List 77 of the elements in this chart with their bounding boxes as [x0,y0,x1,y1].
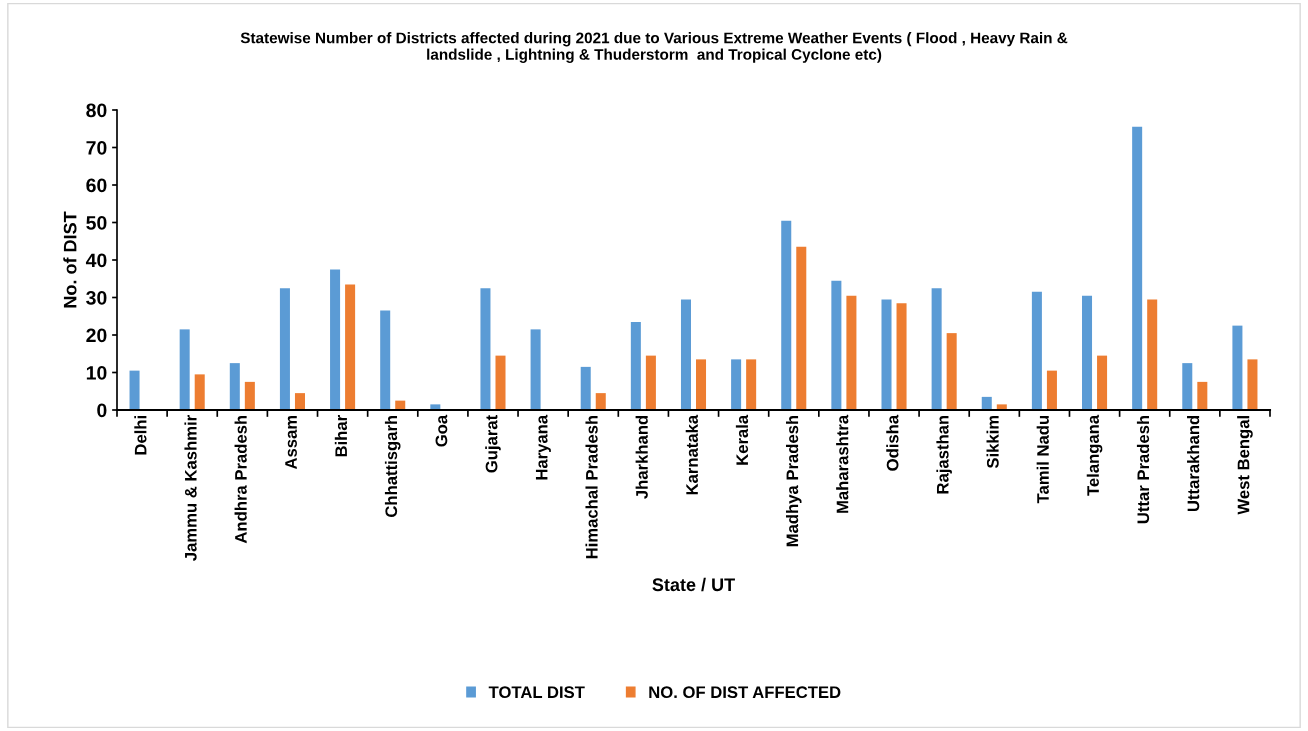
bar [680,299,691,410]
bar [480,288,491,410]
x-axis-title: State / UT [652,577,735,592]
bar [1046,370,1057,410]
y-tick-label: 20 [86,328,107,343]
bar [345,284,356,410]
x-tick-label: Maharashtra [836,414,849,513]
bar [781,220,792,410]
bar [380,310,391,410]
bar [530,329,541,410]
y-tick-label: 30 [86,290,107,305]
bar [229,363,240,410]
bar [1182,363,1193,410]
bar [645,355,656,410]
x-tick-label: Karnataka [685,414,698,495]
bar [1197,381,1208,410]
bar [696,359,707,410]
x-tick-label: Gujarat [485,415,501,473]
x-tick-label: Jharkhand [635,415,648,499]
bar [244,381,255,410]
bar [796,246,807,410]
bar [846,295,857,410]
bar [731,359,742,410]
bar [896,303,907,410]
bar [1247,359,1258,410]
legend-label: TOTAL DIST [488,686,585,699]
bar [194,374,205,410]
x-tick-label: Bihar [334,415,348,457]
chart-title: Statewise Number of Districts affected during 2021 due to Various Extreme Weather Events ( Flood , Heavy Rain & landslide , Lightning & Thuderstorm and Tropical Cyclone etc) [240,32,1068,63]
bar [981,396,992,410]
y-axis-title: No. of DIST [63,211,77,308]
bar [495,355,506,410]
bar [1132,126,1143,410]
x-tick-label: Sikkim [986,415,999,469]
x-tick-label: Jammu & Kashmir [184,415,197,561]
x-tick-label: Telangana [1086,414,1103,496]
bar [630,321,641,410]
x-tick-label: Uttarakhand [1187,415,1200,512]
x-tick-label: Madhya Pradesh [785,415,802,547]
x-tick-label: Chhattisgarh [384,415,401,517]
legend-label: NO. OF DIST AFFECTED [649,686,841,699]
x-tick-label: Delhi [134,416,147,455]
y-tick-label: 80 [86,103,107,118]
y-tick-label: 40 [85,253,107,268]
bar [881,299,892,410]
y-tick-label: 50 [86,215,107,230]
y-tick-label: 70 [86,140,107,155]
bar [294,393,305,410]
bar [279,288,290,410]
bar [179,329,190,410]
x-tick-label: West Bengal [1237,416,1253,515]
bar [1031,291,1042,410]
bar [1082,295,1093,410]
bar [1147,299,1158,410]
x-tick-label: Rajasthan [936,415,952,494]
x-tick-label: Himachal Pradesh [585,415,598,559]
bar [746,359,757,410]
x-tick-label: Uttar Pradesh [1136,415,1150,524]
x-tick-label: Odisha [886,414,899,471]
bar [931,288,942,410]
x-tick-label: Andhra Pradesh [234,415,247,544]
y-tick-label: 0 [97,403,107,418]
bar [831,280,842,410]
bar [580,366,591,410]
x-tick-label: Kerala [735,414,749,465]
bar [1232,325,1243,410]
bar [129,370,140,410]
bar [1097,355,1108,410]
x-tick-label: Tamil Nadu [1036,415,1049,504]
y-tick-label: 10 [86,365,107,380]
bar [595,393,606,410]
y-tick-label: 60 [86,178,107,193]
x-tick-label: Assam [285,415,297,470]
x-tick-label: Goa [435,414,448,447]
x-tick-label: Haryana [535,414,551,480]
bar [946,333,957,410]
bar [330,269,341,410]
